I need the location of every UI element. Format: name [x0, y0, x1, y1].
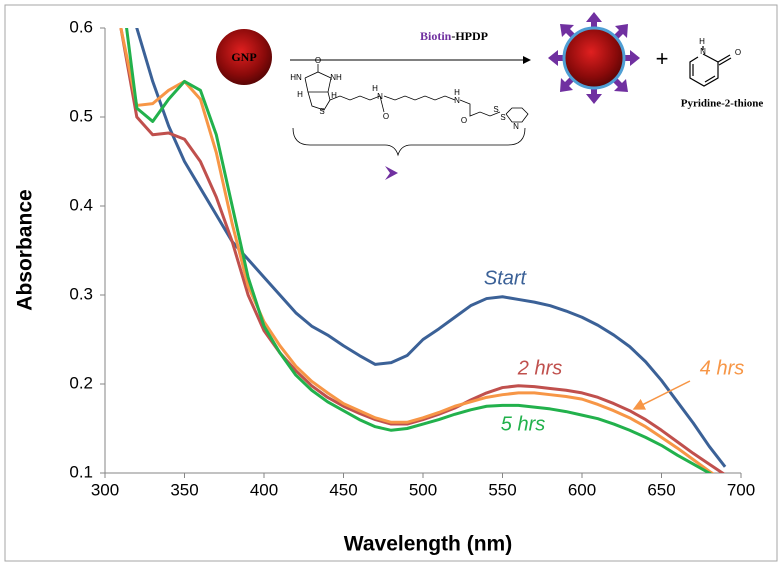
atom-label: N	[377, 92, 383, 101]
y-tick-label: 0.2	[69, 373, 93, 392]
series-label: Start	[484, 267, 528, 289]
series-line	[125, 28, 712, 473]
particle-label: GNP	[231, 50, 256, 64]
x-tick-label: 450	[329, 480, 357, 499]
reagent-suffix: -HPDP	[451, 29, 488, 43]
reagent-name: Biotin	[420, 29, 452, 43]
x-tick-label: 350	[170, 480, 198, 499]
product-label: Pyridine-2-thione	[681, 98, 764, 110]
y-tick-label: 0.1	[69, 462, 93, 481]
atom-label: H	[454, 88, 460, 97]
series-line	[119, 28, 726, 473]
chevron	[385, 166, 398, 180]
gold-nanoparticle	[216, 29, 272, 85]
annotations: Start 2 hrs 4 hrs 5 hrs	[484, 267, 744, 435]
pyridinethione-structure	[689, 46, 732, 87]
annotation-arrow	[632, 380, 691, 410]
y-tick-label: 0.5	[69, 106, 93, 125]
atom-label: NH	[330, 73, 342, 82]
atom-label: S	[500, 113, 505, 122]
plus-sign: +	[656, 46, 669, 71]
series-label: 2 hrs	[517, 357, 562, 379]
atom-label: HN	[290, 73, 302, 82]
atom-label: O	[383, 112, 389, 121]
atom-label: S	[319, 107, 324, 116]
axes: 0.1 0.2 0.3 0.4 0.5 0.6 300 350 400 450 500 550 600 6…	[69, 17, 755, 499]
y-tick-label: 0.4	[69, 195, 93, 214]
y-tick-label: 0.3	[69, 284, 93, 303]
x-tick-label: 700	[727, 480, 755, 499]
atom-label: N	[513, 122, 519, 131]
atom-label: H	[297, 90, 303, 99]
reaction-scheme: GNP Biotin-HPDP	[216, 12, 763, 180]
atom-label: N	[454, 96, 460, 105]
atom-label: O	[315, 56, 321, 65]
y-axis-title: Absorbance	[14, 189, 37, 310]
atom-label: H	[331, 91, 337, 100]
x-tick-label: 500	[409, 480, 437, 499]
series-line	[135, 28, 727, 468]
atom-label: O	[735, 48, 741, 57]
atom-label: H	[699, 37, 705, 46]
atom-label: N	[700, 47, 706, 56]
x-axis-title: Wavelength (nm)	[344, 533, 512, 556]
biotin-structure	[292, 64, 529, 157]
x-tick-label: 550	[488, 480, 516, 499]
series-label: 5 hrs	[501, 413, 545, 435]
series-line	[119, 28, 715, 473]
x-tick-label: 650	[647, 480, 675, 499]
x-tick-label: 400	[250, 480, 278, 499]
x-tick-label: 300	[91, 480, 119, 499]
x-tick-label: 600	[568, 480, 596, 499]
labeled-particle	[548, 12, 640, 104]
atom-label: H	[372, 84, 378, 93]
y-tick-label: 0.6	[69, 17, 93, 36]
reagent-label: Biotin-HPDP	[420, 29, 488, 43]
atom-label: O	[461, 116, 467, 125]
atom-label: S	[493, 105, 498, 114]
plot-area	[119, 28, 727, 473]
series-label: 4 hrs	[700, 357, 744, 379]
